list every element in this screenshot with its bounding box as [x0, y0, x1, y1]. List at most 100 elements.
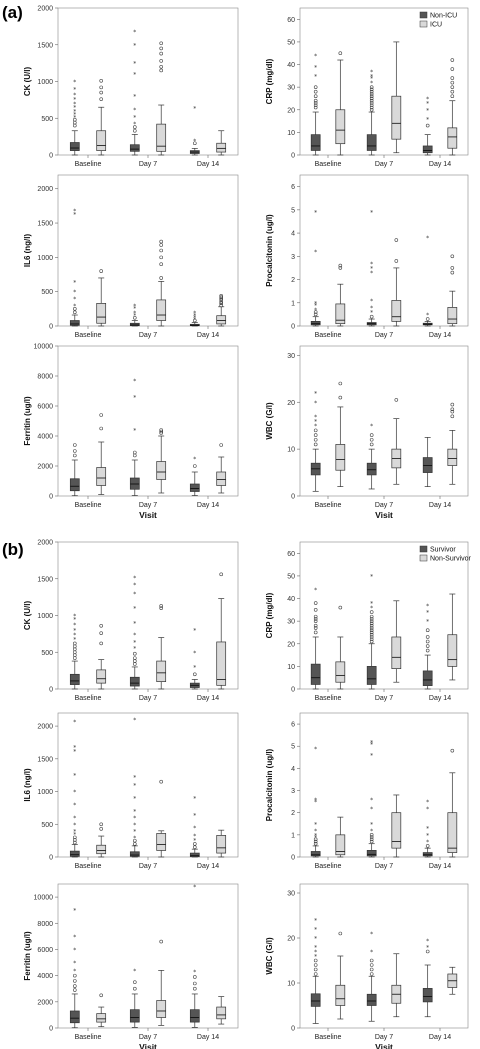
x-tick-label: Day 7: [375, 863, 393, 870]
extreme-outlier-point: *: [73, 934, 76, 941]
box-light-3: [216, 293, 227, 327]
y-tick-label: 6000: [37, 404, 53, 411]
extreme-outlier-point: *: [73, 613, 76, 620]
extreme-outlier-point: *: [370, 73, 373, 80]
outlier-point: [133, 125, 137, 129]
extreme-outlier-point: *: [73, 637, 76, 644]
extreme-outlier-point: *: [426, 100, 429, 107]
outlier-point: [338, 263, 343, 268]
outlier-point: [133, 659, 137, 663]
box-iqr: [69, 478, 80, 492]
outlier-point: [133, 980, 137, 984]
y-axis-label: CK (U/l): [23, 601, 32, 631]
box-iqr: [129, 1009, 140, 1023]
x-tick-label: Day 14: [197, 332, 219, 339]
box-iqr: [96, 303, 107, 324]
outlier-point: [450, 407, 455, 412]
outlier-point: [219, 443, 223, 447]
box-dark-3: **: [422, 938, 433, 1018]
box-iqr: [216, 1006, 227, 1020]
box-iqr: [391, 812, 402, 849]
box-dark-3: *: [189, 456, 200, 496]
box-iqr: [129, 676, 140, 687]
y-tick-label: 1: [291, 832, 295, 839]
box-iqr: [216, 471, 227, 486]
box-iqr: [335, 109, 346, 145]
extreme-outlier-point: *: [370, 423, 373, 430]
box-iqr: [156, 833, 167, 851]
outlier-point: [73, 979, 77, 983]
extreme-outlier-point: *: [314, 949, 317, 956]
box-light-2: [391, 398, 402, 485]
extreme-outlier-point: *: [73, 289, 76, 296]
outlier-point: [313, 89, 318, 94]
outlier-point: [159, 939, 163, 944]
box-iqr: [189, 483, 200, 492]
y-tick-label: 30: [287, 619, 295, 626]
box-iqr: [156, 299, 167, 321]
extreme-outlier-point: *: [73, 114, 76, 121]
outlier-point: [425, 628, 430, 633]
extreme-outlier-point: *: [370, 931, 373, 938]
outlier-point: [73, 310, 77, 315]
outlier-point: [369, 839, 374, 844]
extreme-outlier-point: *: [314, 945, 317, 952]
extreme-outlier-point: *: [73, 105, 76, 112]
plot-frame: [299, 541, 469, 690]
x-tick-label: Day 14: [197, 502, 219, 509]
extreme-outlier-point: *: [426, 619, 429, 626]
outlier-point: [369, 967, 374, 972]
extreme-outlier-point: *: [73, 280, 76, 287]
outlier-point: [219, 572, 223, 577]
box-dark-2: ****: [366, 69, 377, 156]
outlier-point: [133, 128, 137, 133]
y-tick-label: 1000: [37, 613, 53, 620]
extreme-outlier-point: *: [314, 419, 317, 426]
y-tick-label: 10: [287, 664, 295, 671]
outlier-point: [338, 395, 343, 400]
outlier-point: [450, 85, 455, 89]
y-tick-label: 10: [287, 130, 295, 137]
box-iqr: [422, 670, 433, 686]
box-light-3: [447, 254, 458, 327]
box-iqr: [189, 852, 200, 858]
x-tick-label: Day 14: [429, 695, 451, 702]
y-tick-label: 1500: [37, 756, 53, 763]
y-tick-label: 2000: [37, 186, 53, 193]
extreme-outlier-point: *: [370, 828, 373, 835]
outlier-point: [99, 413, 103, 417]
outlier-point: [99, 85, 103, 90]
outlier-point: [313, 428, 318, 433]
outlier-point: [369, 442, 374, 447]
extreme-outlier-point: *: [133, 378, 136, 385]
y-tick-label: 10: [287, 981, 295, 988]
outlier-point: [369, 637, 374, 642]
extreme-outlier-point: *: [133, 775, 136, 782]
extreme-outlier-point: *: [193, 317, 196, 324]
x-tick-label: Day 14: [197, 863, 219, 870]
outlier-point: [338, 381, 343, 386]
y-tick-label: 2: [291, 277, 295, 284]
outlier-point: [313, 437, 318, 442]
box-light-3: [216, 829, 227, 858]
box-dark-1: **********: [69, 719, 80, 858]
box-dark-1: *****: [69, 908, 80, 1029]
outlier-point: [338, 266, 343, 270]
outlier-point: [369, 632, 374, 637]
extreme-outlier-point: *: [370, 806, 373, 813]
outlier-point: [159, 243, 163, 247]
y-tick-label: 6: [291, 184, 295, 191]
y-tick-label: 0: [291, 855, 295, 862]
y-tick-label: 0: [49, 1026, 53, 1033]
extreme-outlier-point: *: [314, 53, 317, 60]
plot-frame: [299, 345, 469, 497]
box-iqr: [366, 134, 377, 151]
y-tick-label: 1000: [37, 79, 53, 86]
extreme-outlier-point: *: [133, 815, 136, 822]
legend-label: Non-ICU: [430, 13, 457, 20]
box-iqr: [366, 993, 377, 1006]
x-tick-label: Baseline: [315, 502, 342, 509]
x-tick-label: Day 14: [429, 502, 451, 509]
box-dark-1: ******: [69, 208, 80, 327]
chart-1: 0 500 1000 1500 2000 CK (U/l) Baseline Day 7 Day…: [23, 6, 239, 168]
